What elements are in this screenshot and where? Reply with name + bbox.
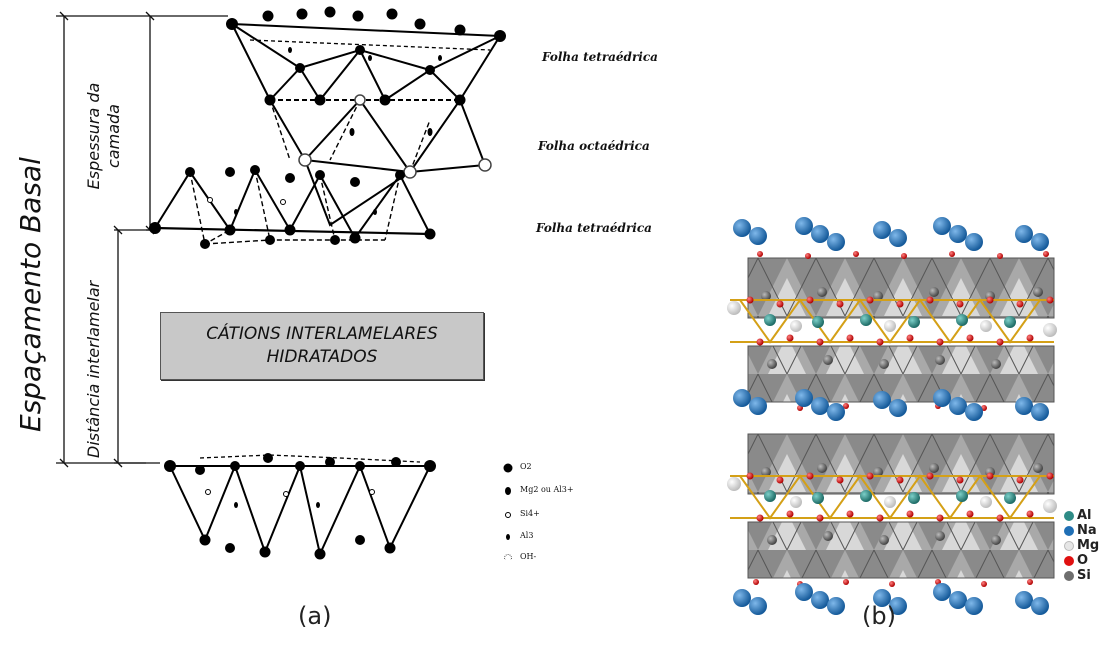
- legend-mg-symbol: [505, 487, 511, 495]
- legend-b-al-swatch: [1064, 510, 1074, 521]
- na-ions-row-middle: [733, 389, 1049, 421]
- legend-b-o: O: [1064, 553, 1099, 568]
- tos-layer-2: [727, 433, 1057, 587]
- legend-b-si: Si: [1064, 568, 1099, 583]
- cation-box-line2: HIDRATADOS: [266, 347, 378, 367]
- legend-b-na-swatch: [1064, 525, 1074, 536]
- label-octahedral: Folha octaédrica: [538, 139, 650, 153]
- cation-box-line1: CÁTIONS INTERLAMELARES: [206, 324, 438, 344]
- legend-b-na-label: Na: [1077, 523, 1097, 538]
- legend-b-mg-label: Mg: [1077, 538, 1100, 553]
- legend-b-mg: Mg: [1064, 538, 1099, 553]
- na-ions-row-top: [733, 217, 1049, 251]
- legend-symbols: [503, 463, 513, 560]
- legend-b-o-label: O: [1077, 553, 1089, 568]
- legend-o2-label: O2: [520, 462, 532, 471]
- legend-si-label: Si4+: [520, 509, 540, 518]
- panel-a-diagram: [56, 6, 513, 560]
- tos-layer-1: [727, 251, 1057, 411]
- caption-a: (a): [298, 602, 332, 630]
- legend-b-al-label: Al: [1077, 508, 1092, 523]
- legend-si-symbol: [505, 512, 511, 518]
- label-interlayer-distance: Distância interlamelar: [84, 280, 103, 458]
- legend-al-symbol: [506, 534, 510, 540]
- legend-b-na: Na: [1064, 523, 1099, 538]
- legend-b-si-swatch: [1064, 570, 1074, 581]
- legend-b-mg-swatch: [1064, 540, 1074, 551]
- legend-b-o-swatch: [1064, 555, 1074, 566]
- label-layer-thickness: Espessura da camada: [84, 76, 124, 196]
- na-ions-row-bottom: [733, 583, 1049, 615]
- legend-b-al: Al: [1064, 508, 1099, 523]
- label-top-tetrahedral: Folha tetraédrica: [542, 50, 658, 64]
- legend-o2-symbol: [503, 463, 513, 473]
- legend-mg-label: Mg2 ou Al3+: [520, 485, 574, 494]
- caption-b: (b): [862, 602, 896, 630]
- label-layer-thickness-line2: camada: [104, 104, 123, 168]
- legend-b-si-label: Si: [1077, 568, 1091, 583]
- panel-a: Folha tetraédrica Folha octaédrica Folha…: [14, 6, 658, 630]
- legend-b: Al Na Mg O Si: [1064, 508, 1099, 583]
- lower-tetrahedral-atoms: [149, 165, 436, 249]
- legend-al-label: Al3: [520, 531, 534, 540]
- legend-oh-symbol: [504, 554, 512, 560]
- interlayer-cations-box: CÁTIONS INTERLAMELARES HIDRATADOS: [160, 312, 484, 380]
- label-basal-spacing: Espaçamento Basal: [14, 157, 47, 432]
- label-bottom-tetrahedral: Folha tetraédrica: [536, 221, 652, 235]
- bottom-tetrahedral-atoms: [164, 453, 436, 560]
- legend-oh-label: OH-: [520, 552, 537, 561]
- panel-b-structure: [727, 217, 1057, 615]
- octahedral-atoms: [298, 94, 492, 179]
- label-layer-thickness-line1: Espessura da: [84, 82, 103, 190]
- top-tetrahedral-atoms: [226, 6, 506, 106]
- panel-b: Al Na Mg O Si (b): [700, 0, 1105, 651]
